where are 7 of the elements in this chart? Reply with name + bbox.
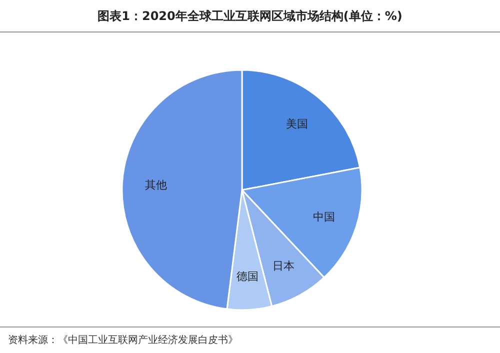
slice-label: 其他 [144, 178, 167, 192]
slice-label: 美国 [286, 117, 308, 130]
text: 资料来源：《中国工业互联网产业经济发展白皮书》 [8, 334, 238, 346]
slice-label: 中国 [313, 210, 336, 224]
slice-label: 日本 [272, 260, 295, 273]
chart-title: 图表1：2020年全球工业互联网区域市场结构(单位：%) [98, 9, 402, 23]
slice-label: 德国 [236, 270, 258, 284]
